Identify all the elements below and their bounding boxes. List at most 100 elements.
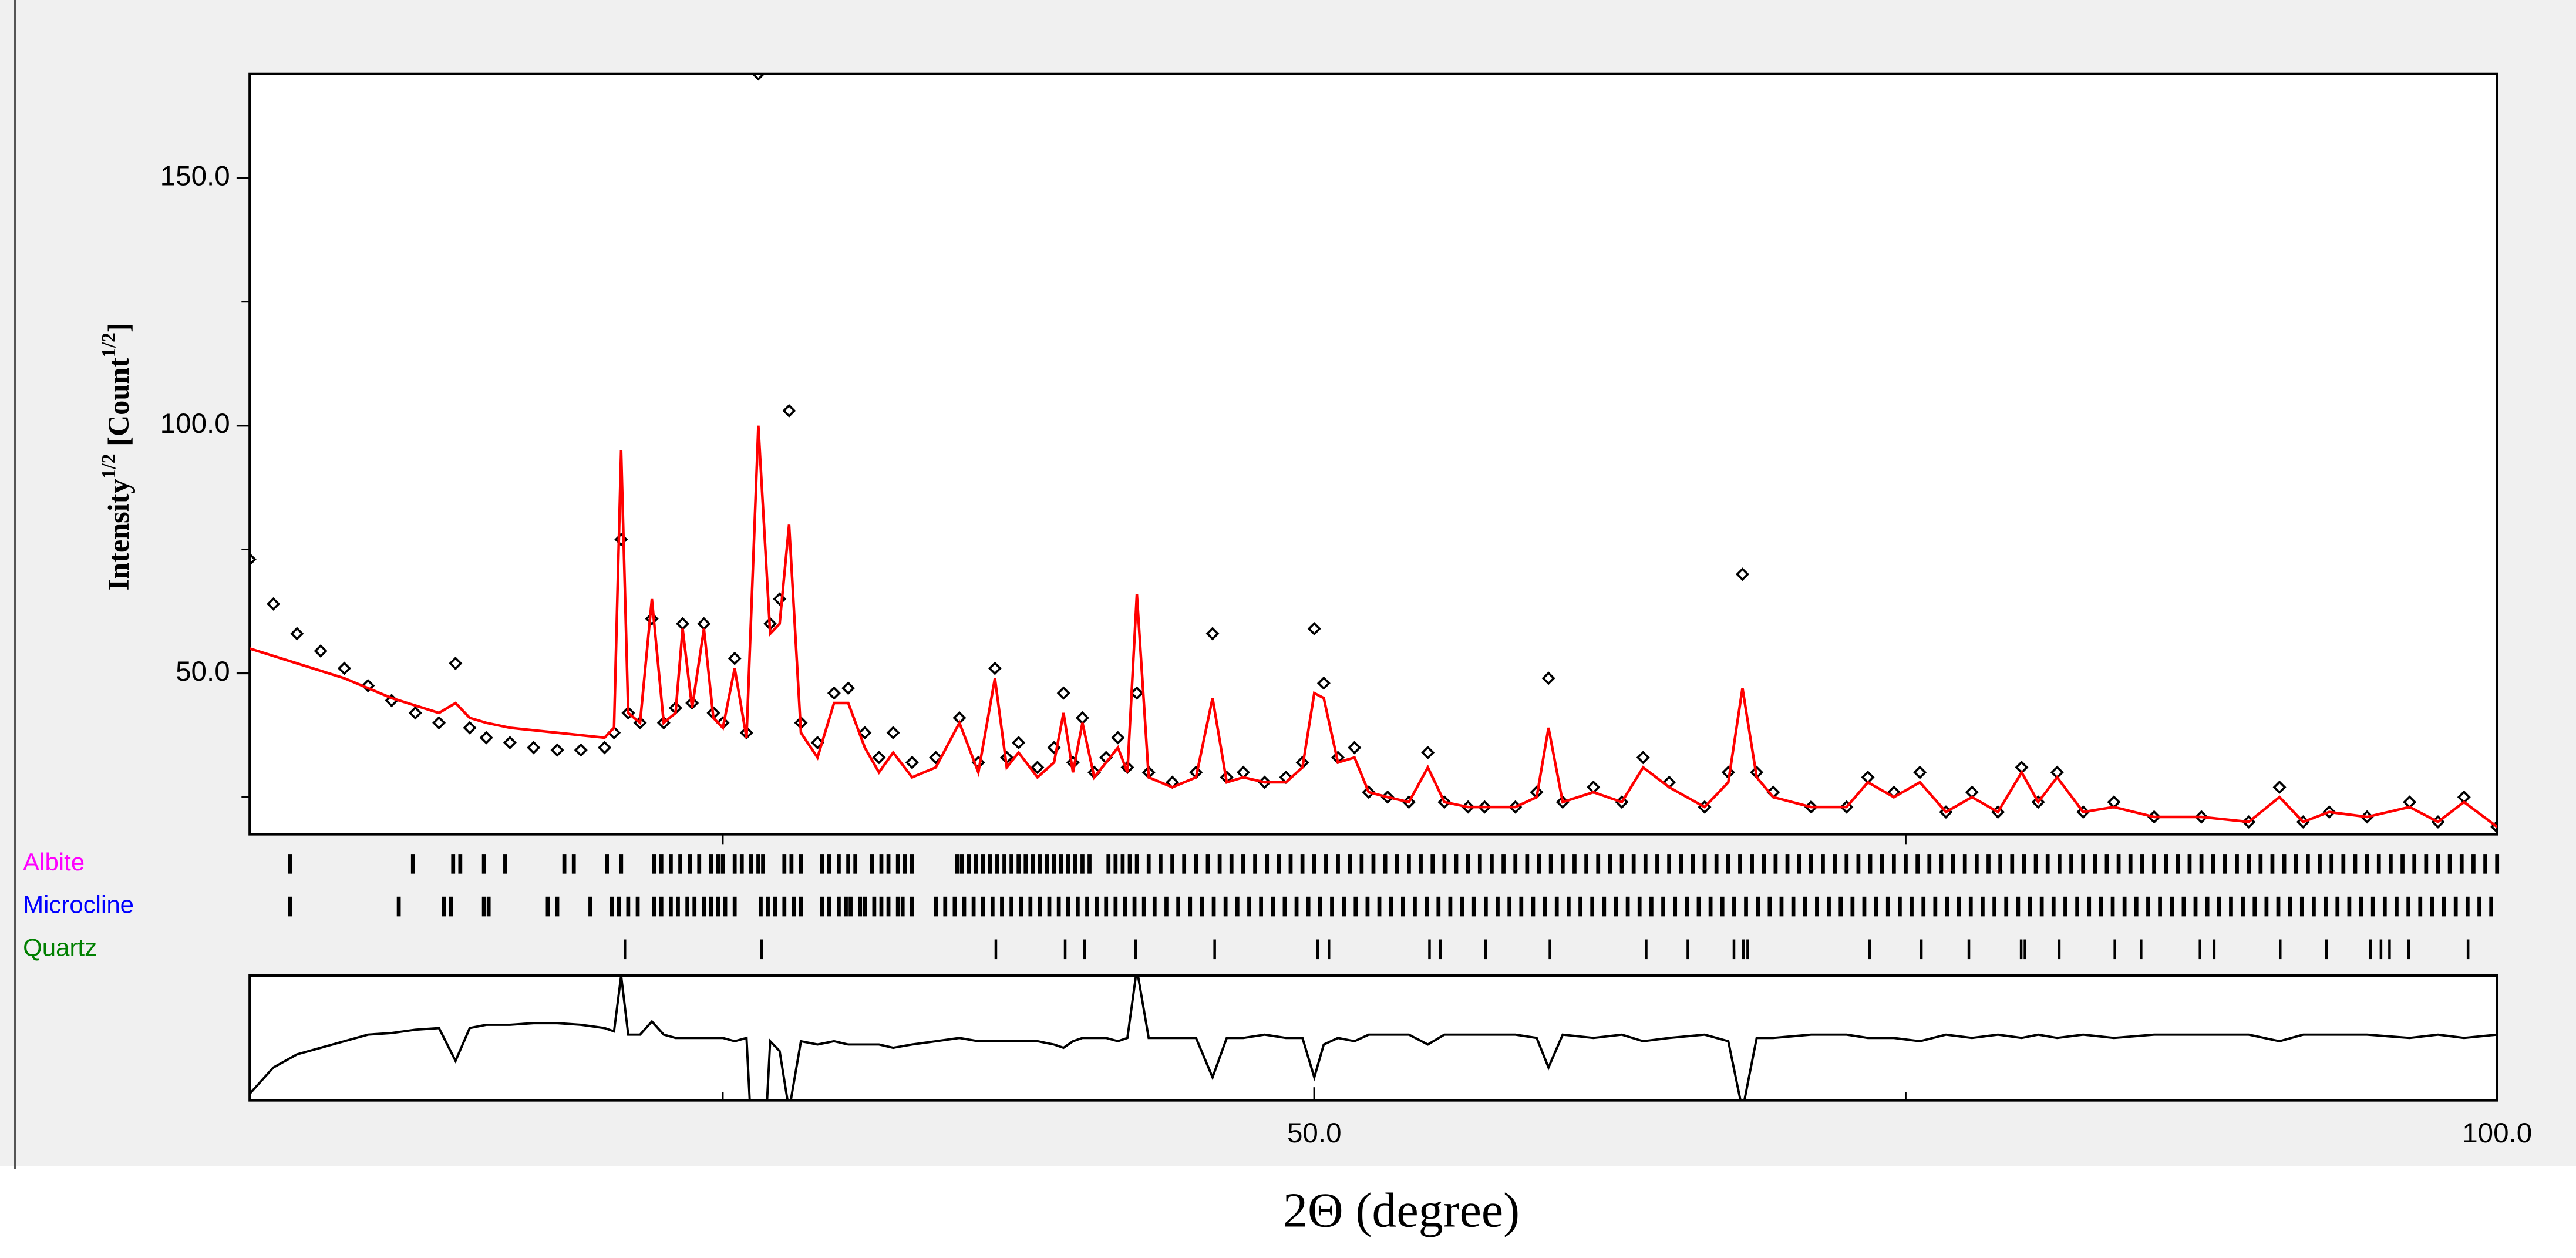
reflection-tick [872,896,877,917]
observed-point [905,755,919,769]
reflection-tick [1288,854,1293,874]
reflection-tick [1159,854,1163,874]
observed-point [728,651,742,665]
reflection-tick [1141,896,1146,917]
reflection-tick [2324,896,2328,917]
reflection-tick [2359,896,2363,917]
reflection-tick [1537,854,1541,874]
observed-point [2194,810,2208,824]
reflection-tick [1691,854,1695,874]
reflection-tick [1496,896,1500,917]
reflection-tick [1898,896,1902,917]
reflection-tick [1614,896,1618,917]
reflection-tick [2453,896,2458,917]
reflection-tick [2406,896,2410,917]
reflection-tick [1016,854,1021,874]
reflection-tick [2264,896,2269,917]
reflection-tick [895,896,900,917]
observed-point [1031,761,1045,775]
reflection-tick [1584,854,1588,874]
reflection-tick [1164,896,1169,917]
reflection-tick [1045,854,1049,874]
reflection-tick [1217,854,1222,874]
reflection-tick [1773,854,1778,874]
reflection-tick [1002,854,1006,874]
reflection-tick [782,854,787,874]
observed-point [267,597,281,611]
reflection-tick [1756,896,1760,917]
reflection-tick [2099,896,2103,917]
reflection-tick [720,854,725,874]
y-label-superscript: 1/2 [98,332,120,358]
reflection-tick [1038,854,1042,874]
reflection-tick [2241,896,2245,917]
reflection-tick [1827,896,1831,917]
reflection-tick [1377,896,1382,917]
reflection-tick [1076,896,1080,917]
reflection-tick [1087,854,1092,874]
reflection-tick [1106,854,1111,874]
reflection-tick [1324,854,1328,874]
reflection-tick [2081,854,2086,874]
reflection-tick [2282,854,2287,874]
reflection-tick [903,854,907,874]
reflection-tick [848,896,853,917]
reflection-tick [2235,854,2239,874]
reflection-tick [1318,896,1322,917]
reflection-tick [1844,854,1849,874]
observed-point [1840,800,1854,814]
reflection-tick [2247,854,2251,874]
reflection-tick [2051,896,2056,917]
reflection-tick [2418,896,2423,917]
observed-point [479,731,493,745]
reflection-tick [1484,896,1488,917]
reflection-tick [971,896,976,917]
reflection-tick [1696,896,1701,917]
reflection-tick [1567,896,1571,917]
reflection-tick [1316,939,1319,960]
reflection-tick [2370,896,2375,917]
reflection-tick [1436,896,1441,917]
reflection-tick [858,896,863,917]
reflection-tick [2110,896,2115,917]
observed-point [250,552,257,566]
reflection-tick [481,896,486,917]
reflection-tick [1152,896,1157,917]
reflection-tick [486,896,491,917]
reflection-tick [1957,896,1961,917]
reflection-tick [1413,896,1417,917]
reflection-tick [1009,896,1013,917]
reflection-tick [2270,854,2275,874]
observed-point [1348,741,1362,755]
reflection-tick [1235,896,1240,917]
reflection-tick [1312,854,1316,874]
reflection-tick [1328,939,1331,960]
observed-point [1012,735,1026,750]
reflection-tick [943,896,948,917]
reflection-tick [827,896,831,917]
reflection-tick [396,896,401,917]
observed-point [1316,676,1331,690]
reflection-tick [799,896,803,917]
reflection-tick [1501,854,1506,874]
reflection-tick [2489,896,2493,917]
reflection-tick [1945,896,1949,917]
observed-point [337,661,351,675]
reflection-tick [1720,896,1725,917]
observed-point [1477,800,1491,814]
observed-point [1735,567,1750,581]
reflection-tick [1063,939,1067,960]
reflection-tick [870,854,874,874]
reflection-tick [974,854,978,874]
reflection-tick [981,854,985,874]
observed-point [290,627,304,641]
reflection-tick [1543,896,1547,917]
y-label-text: ] [102,322,135,332]
reflection-tick [952,896,957,917]
reflection-tick [2176,854,2180,874]
reflection-tick [988,854,992,874]
reflection-tick [837,896,841,917]
reflection-tick [2483,854,2487,874]
reflection-tick [1572,854,1577,874]
observed-point [1541,671,1555,685]
